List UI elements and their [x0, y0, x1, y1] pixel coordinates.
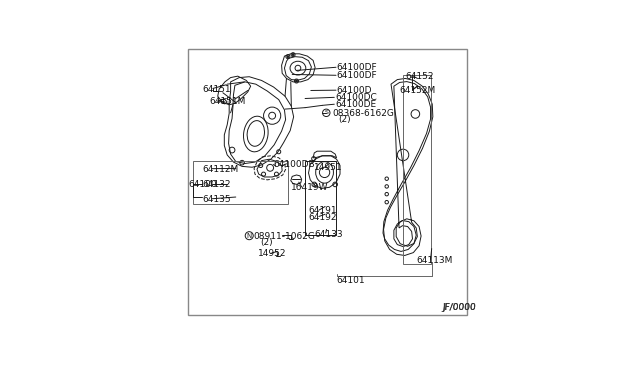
Bar: [403, 75, 431, 264]
Text: 64133: 64133: [314, 230, 343, 239]
Bar: [305, 161, 336, 235]
Text: 64151: 64151: [202, 84, 231, 93]
Text: 64191: 64191: [308, 206, 337, 215]
Text: 64192: 64192: [308, 212, 337, 222]
Text: 64101: 64101: [336, 276, 365, 285]
Text: 16419W: 16419W: [291, 183, 328, 192]
Text: 64100DB: 64100DB: [273, 160, 316, 169]
Text: 64100DE: 64100DE: [335, 100, 376, 109]
Text: 64152M: 64152M: [399, 86, 435, 95]
Text: 64152: 64152: [405, 72, 434, 81]
Circle shape: [296, 80, 298, 82]
Text: 14951: 14951: [314, 163, 343, 172]
Bar: [193, 161, 288, 203]
Text: JF/0000: JF/0000: [443, 303, 476, 312]
Text: 64113M: 64113M: [417, 256, 453, 264]
Text: 14952: 14952: [258, 249, 287, 258]
Text: JF/0000: JF/0000: [443, 303, 476, 312]
Text: 64100DF: 64100DF: [337, 63, 377, 72]
Text: (2): (2): [260, 238, 273, 247]
Text: S: S: [324, 110, 328, 115]
Text: 64100D: 64100D: [337, 86, 372, 95]
Text: 64100: 64100: [188, 180, 217, 189]
Circle shape: [287, 56, 289, 58]
Text: 64151M: 64151M: [209, 97, 246, 106]
Text: 64100DC: 64100DC: [335, 93, 377, 102]
Text: 08911-1062G: 08911-1062G: [253, 232, 316, 241]
Text: N: N: [246, 233, 252, 239]
Text: 64112M: 64112M: [202, 165, 238, 174]
Text: (2): (2): [338, 115, 351, 124]
Text: 08368-6162G: 08368-6162G: [333, 109, 394, 118]
Circle shape: [292, 54, 294, 55]
Text: 64135: 64135: [202, 195, 230, 204]
Text: 64100DF: 64100DF: [337, 71, 377, 80]
Text: 64132: 64132: [202, 180, 230, 189]
